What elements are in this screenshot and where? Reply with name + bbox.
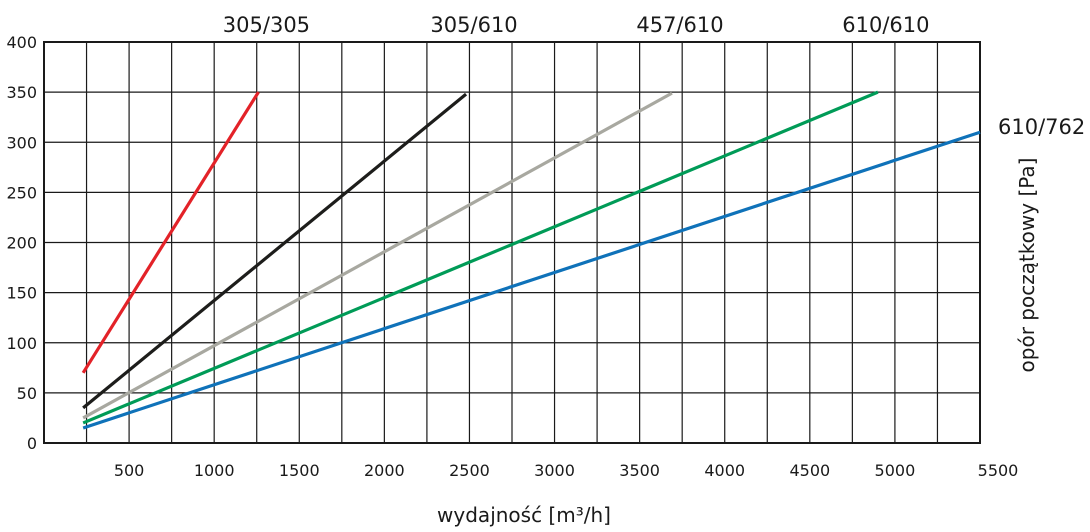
x-tick-label: 5500	[978, 461, 1019, 480]
series-line-610-762	[82, 130, 981, 430]
y-tick-label: 150	[6, 284, 37, 303]
grid	[44, 42, 980, 443]
x-tick-label: 2500	[449, 461, 490, 480]
series-labels: 305/305 305/610 457/610 610/610 610/762	[223, 13, 1085, 139]
x-tick-label: 4000	[704, 461, 745, 480]
series-line-305-305	[81, 91, 260, 374]
x-tick-label: 5000	[875, 461, 916, 480]
x-tick-label: 2000	[364, 461, 405, 480]
series-label-305-305: 305/305	[223, 13, 310, 37]
x-tick-label: 3000	[534, 461, 575, 480]
series-label-610-610: 610/610	[842, 13, 929, 37]
y-tick-label: 200	[6, 234, 37, 253]
series-line-457-610	[82, 91, 673, 420]
series-label-610-762: 610/762	[998, 115, 1085, 139]
plot-frame	[43, 41, 981, 444]
y-tick-label: 0	[27, 434, 37, 453]
y-tick-label: 50	[17, 384, 37, 403]
x-tick-label: 3500	[619, 461, 660, 480]
series-label-305-610: 305/610	[430, 13, 517, 37]
x-axis-title: wydajność [m³/h]	[437, 503, 611, 527]
y-tick-label: 300	[6, 133, 37, 152]
x-tick-label: 500	[114, 461, 145, 480]
y-axis-title: opór początkowy [Pa]	[1015, 158, 1039, 373]
series-line-305-610	[82, 92, 468, 410]
x-tick-label: 1500	[279, 461, 320, 480]
x-tick-label: 4500	[789, 461, 830, 480]
y-tick-label: 100	[6, 334, 37, 353]
y-tick-label: 400	[6, 33, 37, 52]
x-axis-ticks: 500 1000 1500 2000 2500 3000 3500 4000 4500 5000 5…	[114, 461, 1019, 480]
y-tick-label: 250	[6, 183, 37, 202]
x-tick-label: 1000	[194, 461, 235, 480]
series-line-610-610	[82, 90, 879, 425]
y-axis-ticks: 0 50 100 150 200 250 300 350 400	[6, 33, 37, 453]
series-label-457-610: 457/610	[636, 13, 723, 37]
series-lines	[81, 90, 981, 430]
y-tick-label: 350	[6, 83, 37, 102]
